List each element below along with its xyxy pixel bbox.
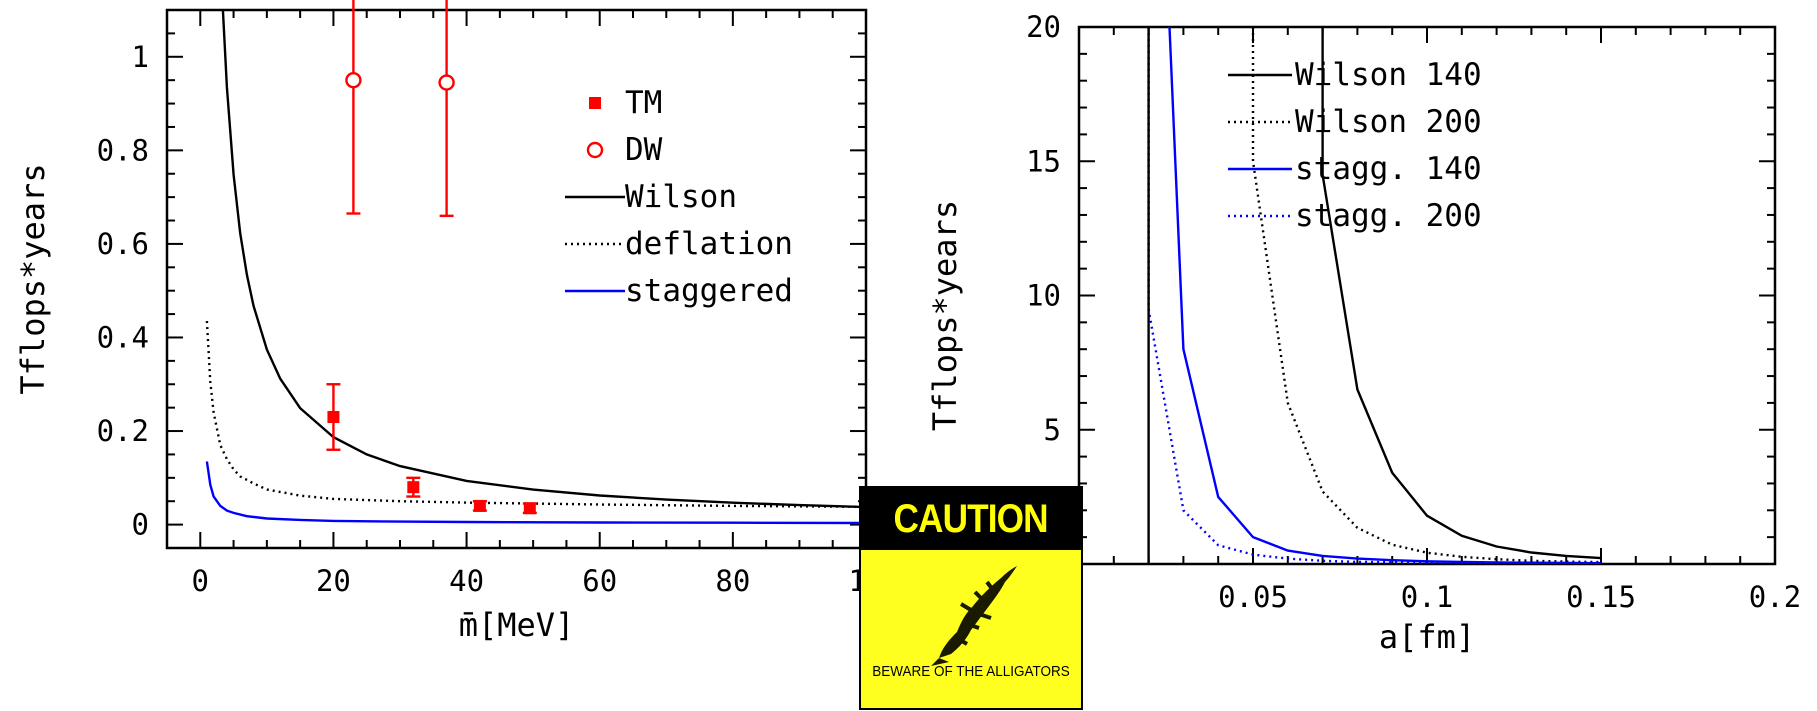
legend-label: deflation: [625, 226, 793, 262]
y-tick-label: 5: [1044, 413, 1061, 447]
alligator-icon: [931, 566, 1017, 666]
legend-label: DW: [625, 132, 663, 168]
legend-item: deflation: [565, 226, 793, 262]
x-tick-label: 80: [715, 564, 750, 598]
legend-marker: [586, 141, 604, 159]
series-line-wilson-200: [1251, 27, 1602, 564]
y-tick-label: 0.8: [97, 133, 149, 167]
y-axis-label: Tflops*years: [926, 200, 964, 431]
series-line-stagg-200: [1147, 27, 1602, 564]
chart-mass-cost: 0204060801000.20.40.60.81m̄[MeV]Tflops*y…: [14, 0, 880, 644]
x-tick-label: 0.05: [1218, 580, 1288, 614]
x-tick-label: 0.15: [1566, 580, 1636, 614]
legend-label: Wilson: [625, 179, 737, 215]
series-line-stagg-140: [1168, 27, 1602, 564]
y-tick-label: 1: [132, 40, 149, 74]
legend-item: Wilson: [565, 179, 737, 215]
point-dw: [438, 74, 455, 91]
legend-item: Wilson 200: [1228, 104, 1482, 140]
legend-label: TM: [625, 85, 662, 121]
legend-item: DW: [586, 132, 663, 168]
series-line-deflation: [205, 321, 866, 508]
y-tick-label: 0.2: [97, 414, 149, 448]
x-tick-label: 0.2: [1749, 580, 1801, 614]
legend-label: staggered: [625, 273, 793, 309]
series-line-wilson-140: [1321, 27, 1602, 560]
x-tick-label: 20: [316, 564, 351, 598]
y-tick-label: 0: [132, 508, 149, 542]
legend-label: Wilson 140: [1295, 57, 1482, 93]
y-tick-label: 15: [1026, 144, 1061, 178]
legend-item: staggered: [565, 273, 793, 309]
point-dw: [345, 71, 362, 89]
caution-sign: CAUTION BEWARE OF THE ALLIGATORS: [859, 486, 1083, 710]
legend: TM DW Wilson deflation staggered: [565, 85, 793, 309]
legend-marker: [589, 97, 601, 109]
caution-caption: BEWARE OF THE ALLIGATORS: [872, 663, 1070, 680]
x-tick-label: 0.1: [1401, 580, 1453, 614]
legend-item: Wilson 140: [1228, 57, 1482, 93]
x-tick-label: 40: [449, 564, 484, 598]
y-axis-label: Tflops*years: [14, 163, 52, 394]
x-axis-label: m̄[MeV]: [459, 606, 575, 644]
series-lines: [1147, 27, 1602, 564]
point-tm: [523, 502, 536, 515]
y-tick-label: 0.6: [97, 227, 149, 261]
x-axis-label: a[fm]: [1379, 618, 1475, 656]
y-tick-label: 0.4: [97, 320, 149, 354]
legend-item: stagg. 200: [1228, 198, 1482, 234]
point-tm: [473, 499, 486, 512]
plot-frame: [165, 8, 868, 550]
legend: Wilson 140 Wilson 200 stagg. 140 stagg. 200: [1228, 57, 1482, 234]
legend-item: TM: [589, 85, 662, 121]
caution-banner: CAUTION: [861, 488, 1081, 550]
chart-spacing-cost: 0.05 0.1 0.15 0.2 5 10 15 20 a[fm] Tflops*years Wi…: [926, 10, 1801, 656]
series-lines: [205, 10, 866, 525]
point-tm: [327, 411, 340, 424]
y-tick-label: 20: [1026, 10, 1061, 44]
y-tick-label: 10: [1026, 279, 1061, 313]
x-tick-label: 60: [582, 564, 617, 598]
legend-label: stagg. 200: [1295, 198, 1482, 234]
caution-title: CAUTION: [893, 496, 1049, 541]
x-tick-label: 0: [192, 564, 209, 598]
point-tm: [407, 481, 420, 494]
series-line-staggered: [205, 461, 866, 525]
legend-label: stagg. 140: [1295, 151, 1482, 187]
legend-label: Wilson 200: [1295, 104, 1482, 140]
legend-item: stagg. 140: [1228, 151, 1482, 187]
